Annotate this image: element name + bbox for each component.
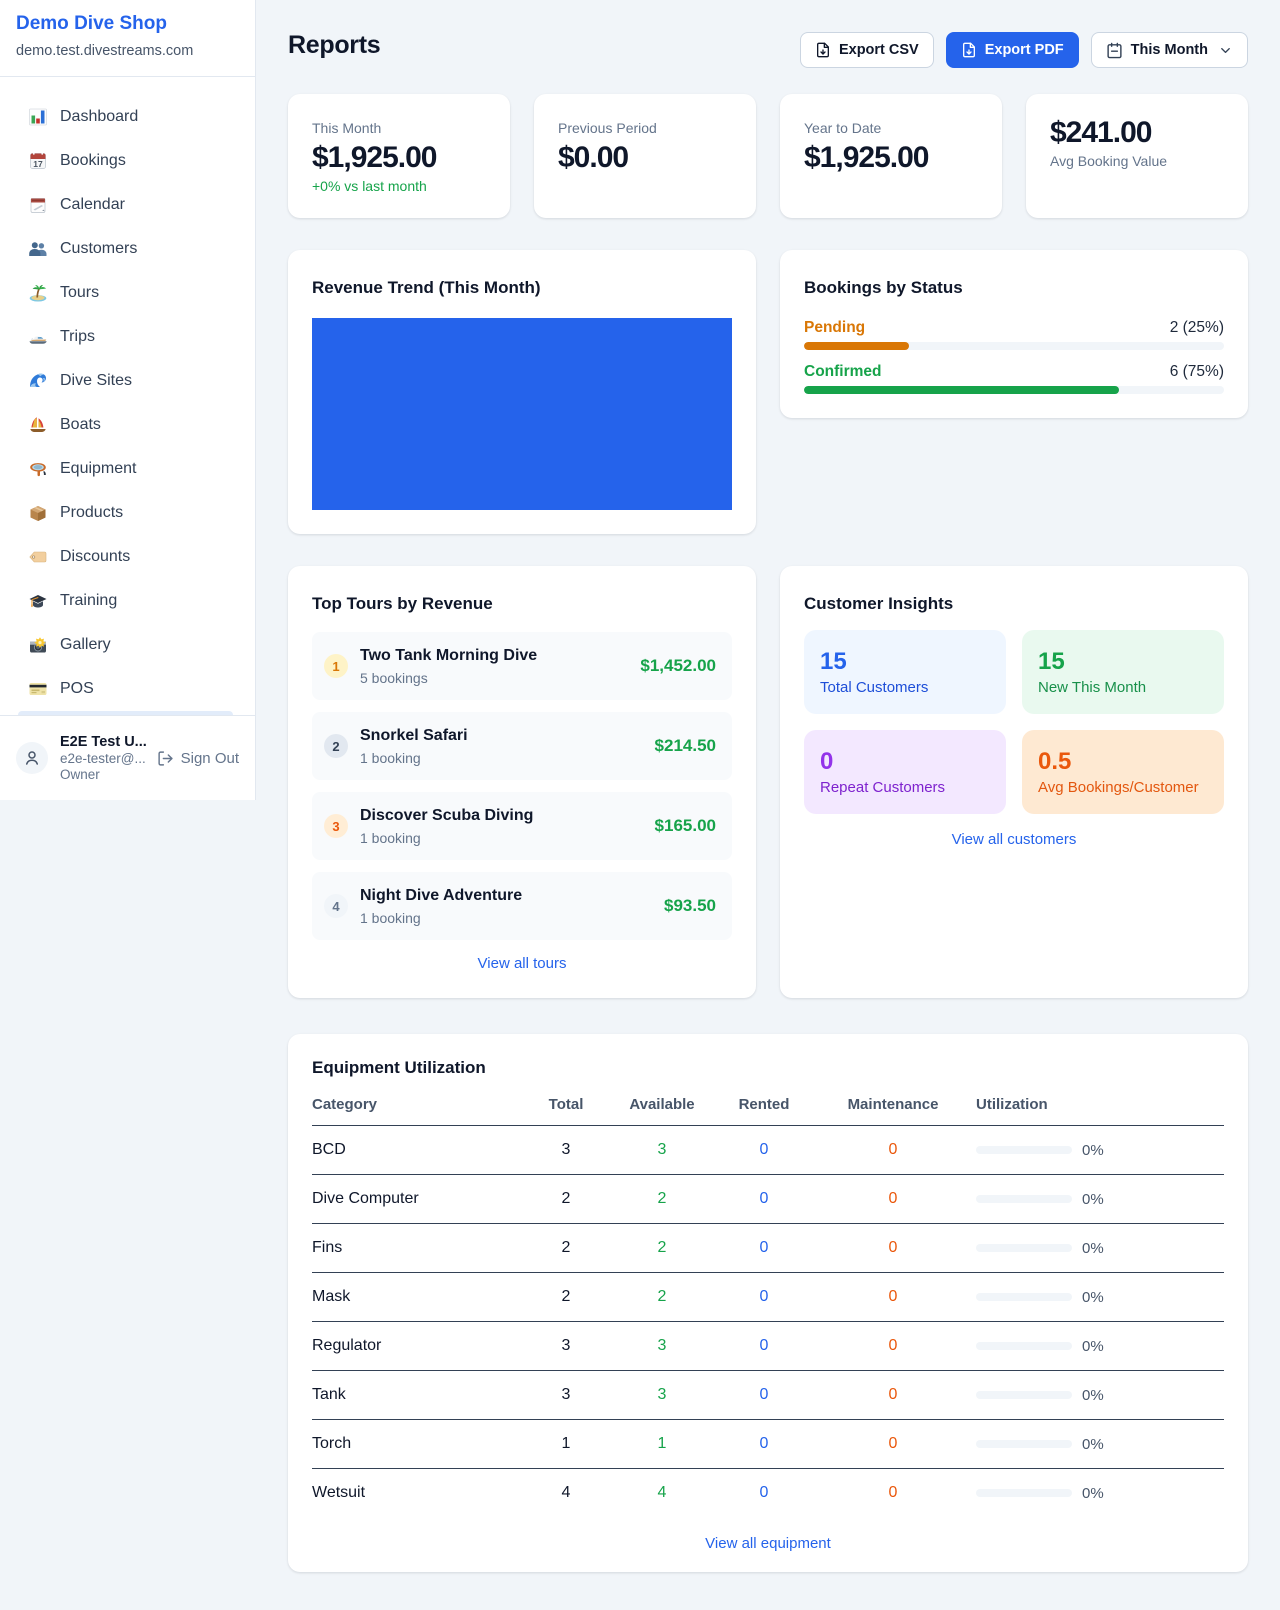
svg-text:17: 17 xyxy=(33,159,43,169)
